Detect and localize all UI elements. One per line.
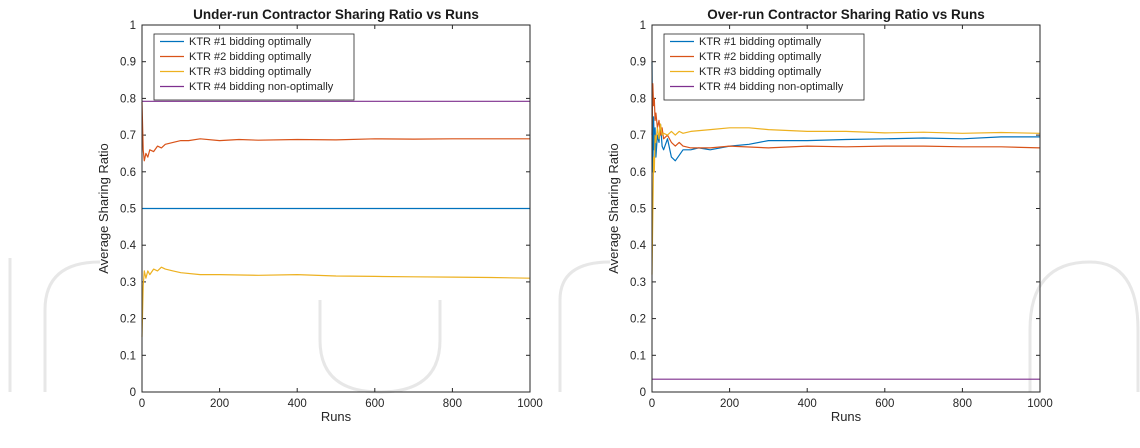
legend-box [153, 33, 355, 101]
y-tick-label: 0.1 [120, 350, 136, 362]
y-axis-label: Average Sharing Ratio [96, 143, 111, 274]
y-tick-label: 0 [130, 387, 136, 399]
series-line-3 [141, 266, 531, 337]
y-tick-label: 0.9 [630, 57, 646, 69]
chart-title: Under-run Contractor Sharing Ratio vs Ru… [193, 7, 479, 22]
x-tick-label: 200 [720, 398, 739, 410]
x-tick-label: 1000 [517, 398, 543, 410]
y-tick-label: 0.4 [630, 240, 647, 252]
y-tick-label: 1 [130, 20, 136, 32]
legend-entry: KTR #1 bidding optimally [699, 36, 822, 48]
y-tick-label: 0.2 [630, 314, 646, 326]
axes-box [651, 24, 1041, 393]
legend-entry: KTR #3 bidding optimally [699, 66, 822, 78]
under-run-chart: Under-run Contractor Sharing Ratio vs Ru… [96, 7, 543, 424]
y-tick-label: 0.7 [630, 130, 646, 142]
legend-entry: KTR #3 bidding optimally [189, 66, 312, 78]
x-tick-label: 800 [443, 398, 462, 410]
y-tick-label: 0.3 [630, 277, 646, 289]
series-line-2 [651, 83, 1041, 149]
y-tick-label: 0.5 [120, 204, 136, 216]
y-tick-label: 1 [640, 20, 646, 32]
y-tick-label: 0.8 [120, 93, 136, 105]
legend-entry: KTR #2 bidding optimally [189, 51, 312, 63]
y-tick-label: 0.3 [120, 277, 136, 289]
legend-entry: KTR #2 bidding optimally [699, 51, 822, 63]
y-axis-label: Average Sharing Ratio [606, 143, 621, 274]
x-axis-label: Runs [831, 409, 862, 424]
x-tick-label: 400 [798, 398, 817, 410]
x-tick-label: 200 [210, 398, 229, 410]
watermark [8, 258, 1140, 394]
x-tick-label: 1000 [1027, 398, 1053, 410]
x-tick-label: 0 [139, 398, 145, 410]
legend-entry: KTR #1 bidding optimally [189, 36, 312, 48]
x-tick-label: 600 [875, 398, 894, 410]
series-lines [651, 61, 1041, 380]
y-tick-label: 0.2 [120, 314, 136, 326]
x-tick-label: 600 [365, 398, 384, 410]
legend-entry: KTR #4 bidding non-optimally [699, 81, 844, 93]
series-line-3 [651, 123, 1041, 275]
legend-box [663, 33, 865, 101]
ticks: 0 0.1 0.2 0.3 0.4 0.5 0.6 0.7 0.8 0.9 1 0 200 400 600 8… [120, 20, 543, 410]
y-tick-label: 0.1 [630, 350, 646, 362]
y-tick-label: 0.7 [120, 130, 136, 142]
legend-entry: KTR #4 bidding non-optimally [189, 81, 334, 93]
y-tick-label: 0.6 [120, 167, 136, 179]
x-tick-label: 400 [288, 398, 307, 410]
x-axis-label: Runs [321, 409, 352, 424]
y-tick-label: 0.8 [630, 93, 646, 105]
legend: KTR #1 bidding optimally KTR #2 bidding o… [153, 33, 355, 101]
y-tick-label: 0.4 [120, 240, 137, 252]
legend: KTR #1 bidding optimally KTR #2 bidding o… [663, 33, 865, 101]
x-tick-label: 800 [953, 398, 972, 410]
chart-title: Over-run Contractor Sharing Ratio vs Run… [707, 7, 985, 22]
y-tick-label: 0.9 [120, 57, 136, 69]
series-line-1 [651, 61, 1040, 173]
series-lines [141, 100, 531, 337]
x-tick-label: 0 [649, 398, 655, 410]
y-tick-label: 0 [640, 387, 646, 399]
y-tick-label: 0.5 [630, 204, 646, 216]
ticks: 0 0.1 0.2 0.3 0.4 0.5 0.6 0.7 0.8 0.9 1 0 200 400 600 8… [630, 20, 1053, 410]
series-line-2 [141, 102, 530, 162]
y-tick-label: 0.6 [630, 167, 646, 179]
axes-box [141, 24, 531, 393]
over-run-chart: Over-run Contractor Sharing Ratio vs Run… [606, 7, 1053, 424]
